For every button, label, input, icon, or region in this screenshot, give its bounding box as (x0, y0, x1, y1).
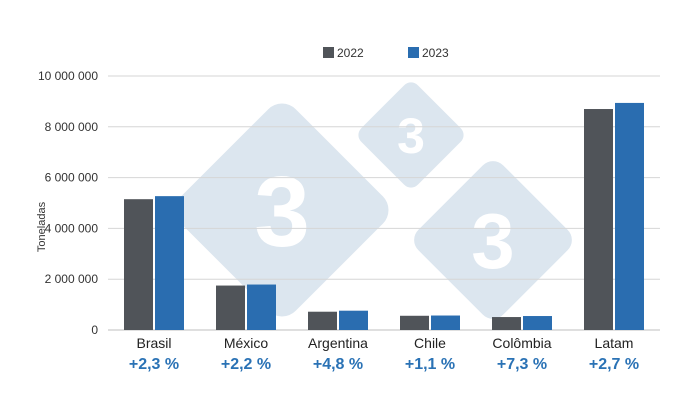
bar-2022-brasil (124, 199, 153, 330)
growth-label: +2,3 % (129, 356, 179, 373)
bar-2023-argentina (339, 310, 368, 330)
svg-text:3: 3 (471, 197, 514, 285)
bar-2022-méxico (216, 285, 245, 330)
growth-label: +1,1 % (405, 356, 455, 373)
legend-label-2022: 2022 (337, 46, 364, 60)
watermark-diamond: 3 (358, 82, 464, 188)
y-tick-label: 0 (91, 323, 98, 337)
bar-2023-colômbia (523, 316, 552, 330)
x-category-label: Chile (414, 335, 446, 351)
bar-2022-chile (400, 315, 429, 330)
y-tick-label: 4 000 000 (45, 221, 99, 235)
bar-2023-brasil (155, 196, 184, 330)
y-axis-title: Toneladas (36, 201, 48, 252)
legend: 2022 2023 (323, 46, 449, 60)
bar-2023-chile (431, 315, 460, 330)
watermark-diamond: 3 (175, 103, 389, 317)
growth-label: +4,8 % (313, 356, 363, 373)
y-axis-ticks: 0 2 000 000 4 000 000 6 000 000 8 000 000 10 … (38, 69, 98, 337)
growth-label: +2,7 % (589, 356, 639, 373)
growth-annotations: +2,3 % +2,2 % +4,8 % +1,1 % +7,3 % +2,7 % (129, 356, 639, 373)
x-category-label: Argentina (308, 335, 368, 351)
y-tick-label: 2 000 000 (45, 272, 99, 286)
growth-label: +7,3 % (497, 356, 547, 373)
gridlines (108, 75, 660, 331)
y-tick-label: 10 000 000 (38, 69, 98, 83)
bar-2022-latam (584, 109, 613, 331)
growth-label: +2,2 % (221, 356, 271, 373)
watermark-diamond: 3 (414, 161, 572, 319)
bars (124, 102, 644, 331)
x-axis-categories: Brasil México Argentina Chile Colômbia Latam (136, 335, 633, 351)
bar-2023-méxico (247, 284, 276, 330)
svg-text:3: 3 (254, 156, 310, 268)
x-category-label: Colômbia (492, 335, 551, 351)
bar-2022-argentina (308, 311, 337, 330)
legend-label-2023: 2023 (422, 46, 449, 60)
svg-text:3: 3 (397, 108, 425, 164)
x-category-label: México (224, 335, 269, 351)
x-category-label: Latam (595, 335, 634, 351)
legend-swatch-2023 (408, 47, 419, 58)
bar-2023-latam (615, 102, 644, 330)
legend-swatch-2022 (323, 47, 334, 58)
y-tick-label: 8 000 000 (45, 120, 99, 134)
watermark-logo: 333 (175, 82, 572, 319)
x-category-label: Brasil (136, 335, 171, 351)
y-tick-label: 6 000 000 (45, 171, 99, 185)
bar-2022-colômbia (492, 317, 521, 330)
